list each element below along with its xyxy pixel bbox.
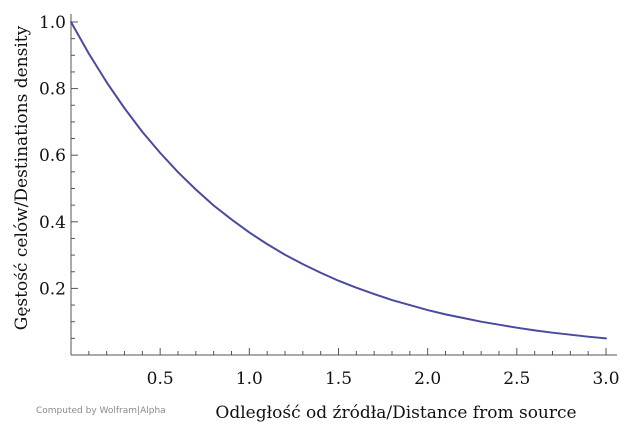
ticks [71, 21, 607, 355]
x-axis-title: Odległość od źródła/Distance from source [215, 403, 576, 423]
y-tick-label: 0.2 [39, 279, 66, 299]
x-tick-label: 2.0 [414, 369, 441, 389]
tick-labels: 0.5 1.0 1.5 2.0 2.5 3.0 0.2 0.4 0.6 0.8 1.0 [39, 13, 620, 389]
wolfram-credit: Computed by Wolfram|Alpha [36, 406, 166, 416]
y-axis-title: Gęstość celów/Destinations density [12, 25, 32, 330]
axes [70, 14, 617, 356]
x-tick-label: 0.5 [147, 369, 174, 389]
y-tick-label: 1.0 [39, 13, 66, 33]
y-tick-label: 0.8 [39, 80, 66, 100]
decay-curve [70, 21, 607, 340]
x-tick-label: 2.5 [503, 369, 530, 389]
x-tick-label: 1.0 [236, 369, 263, 389]
series [70, 21, 607, 340]
y-tick-label: 0.4 [39, 213, 66, 233]
y-tick-label: 0.6 [39, 146, 66, 166]
x-tick-label: 1.5 [325, 369, 352, 389]
x-tick-label: 3.0 [592, 369, 619, 389]
